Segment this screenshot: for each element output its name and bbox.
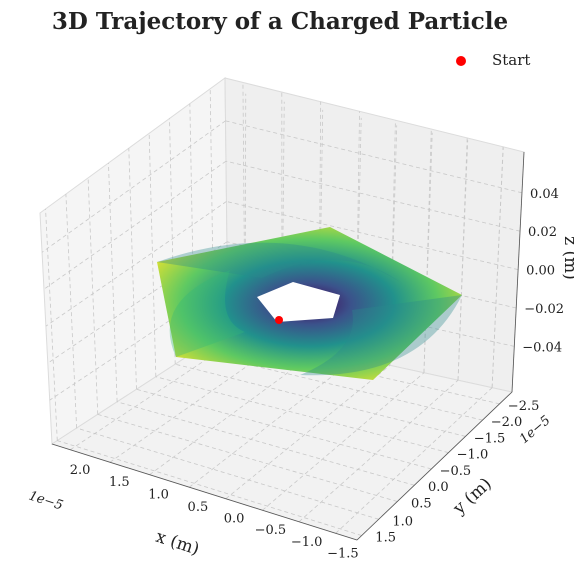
y-tick-label: 0.0 — [428, 480, 449, 495]
x-tick-label: 0.0 — [224, 512, 245, 527]
z-gridline-back — [225, 120, 523, 194]
y-tick-label: −2.0 — [491, 415, 523, 430]
y-gridline-left — [148, 133, 157, 377]
x-gridline-back — [423, 132, 433, 373]
x-gridline-back-vertical — [355, 111, 360, 358]
y-gridline-floor — [76, 427, 379, 520]
x-offset-label: 1e−5 — [27, 489, 65, 514]
x-tick-label: 1.5 — [109, 475, 130, 490]
x-axis: 2.0 1.5 1.0 0.5 0.0 −0.5 −1.0 −1.5 — [51, 443, 359, 561]
z-gridline-left — [45, 201, 227, 327]
y-gridline-left — [169, 118, 176, 365]
trajectory-inner-hole — [257, 282, 340, 322]
y-axis-label: y (m) — [449, 474, 496, 519]
trajectory-surface — [157, 227, 462, 380]
y-tick-label: 1.0 — [392, 514, 413, 529]
x-gridline-back — [355, 117, 362, 358]
z-tick-label: −0.02 — [524, 302, 564, 317]
y-gridline-left — [108, 163, 118, 402]
y-gridline-floor — [97, 413, 398, 502]
x-axis-line — [51, 443, 358, 541]
start-marker — [275, 316, 283, 324]
y-gridline-left — [87, 177, 99, 415]
z-tick-label: 0.04 — [530, 187, 559, 202]
x-tick-label: 0.5 — [188, 500, 209, 515]
y-gridline-floor — [136, 388, 432, 470]
z-tick-label: 0.02 — [528, 225, 557, 240]
y-gridline-left — [189, 103, 195, 352]
y-gridline-floor — [155, 376, 449, 454]
x-gridline-back-vertical — [389, 120, 396, 366]
y-tick-label: 0.5 — [411, 497, 432, 512]
z-axis: 0.04 0.02 0.00 −0.02 −0.04 — [511, 151, 564, 393]
x-tick-label: −1.0 — [291, 535, 323, 550]
x-gridline-floor — [298, 379, 459, 523]
legend-entry-start: Start — [492, 51, 530, 69]
x-gridline-back-vertical — [423, 129, 432, 373]
x-gridline-back-vertical — [491, 146, 504, 388]
x-gridline-floor — [225, 365, 391, 500]
legend-start-marker — [456, 56, 466, 66]
x-gridline-back-vertical — [318, 101, 322, 350]
z-tick-label: −0.04 — [522, 340, 562, 355]
x-gridline-back — [244, 93, 247, 334]
trajectory-spiral-band — [157, 242, 400, 282]
legend: Start — [456, 51, 530, 69]
y-gridline-floor — [117, 401, 415, 486]
y-tick-label: −2.5 — [508, 399, 540, 414]
x-gridline-back-vertical — [457, 137, 468, 381]
z-tick-label: 0.00 — [526, 264, 555, 279]
z-axis-line — [511, 151, 525, 393]
x-axis-label: x (m) — [153, 527, 201, 560]
x-gridline-floor — [335, 387, 493, 534]
y-gridline-left — [45, 208, 58, 441]
y-tick-label: −1.0 — [457, 448, 489, 463]
y-axis: −2.5−2.0−1.5 −1.0−0.50.0 0.5 1.0 1.5 — [356, 391, 540, 546]
x-gridline-floor — [262, 372, 425, 511]
y-tick-label: −1.5 — [474, 431, 506, 446]
y-offset-label: 1e−5 — [517, 413, 554, 447]
x-tick-label: 2.0 — [70, 463, 91, 478]
x-gridline-back — [281, 101, 285, 342]
chart-title: 3D Trajectory of a Charged Particle — [52, 8, 508, 35]
z-gridline-left — [41, 120, 226, 253]
x-tick-label: 1.0 — [148, 488, 169, 503]
z-gridline-left — [43, 160, 227, 290]
y-gridline-left — [128, 148, 137, 390]
x-gridline-floor — [189, 357, 357, 488]
z-axis-label: z (m) — [560, 236, 574, 280]
x-gridline-back — [389, 125, 398, 366]
x-tick-label: −1.5 — [327, 546, 359, 561]
z-gridline-back — [226, 201, 519, 270]
y-tick-label: −0.5 — [440, 464, 472, 479]
y-gridline-floor — [175, 363, 466, 437]
x-gridline-floor — [149, 349, 320, 476]
y-tick-label: 1.5 — [375, 531, 396, 546]
x-tick-label: −0.5 — [255, 523, 287, 538]
trajectory-spiral-band — [300, 295, 462, 376]
y-axis-line — [356, 391, 513, 541]
z-gridline-back — [225, 160, 521, 232]
trajectory-spiral-band — [169, 270, 245, 357]
